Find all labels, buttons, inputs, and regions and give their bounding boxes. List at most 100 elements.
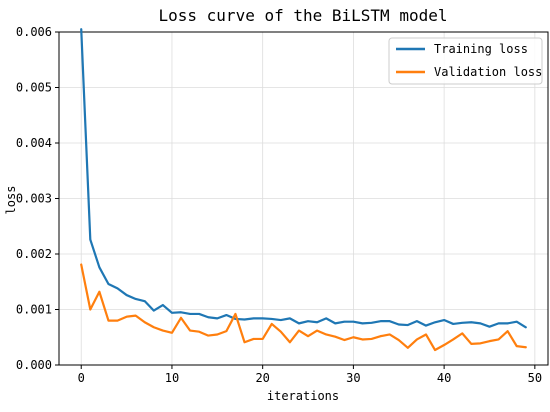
- y-tick-label: 0.002: [16, 247, 52, 261]
- data-point-validation-loss: [416, 338, 418, 341]
- legend-label-validation-loss: Validation loss: [434, 65, 542, 79]
- legend: Training loss Validation loss: [388, 37, 543, 85]
- y-tick-label: 0.001: [16, 303, 52, 317]
- data-point-validation-loss: [443, 344, 445, 346]
- data-point-training-loss: [80, 28, 82, 30]
- data-point-validation-loss: [216, 333, 218, 336]
- data-point-training-loss: [416, 320, 418, 322]
- data-point-training-loss: [425, 324, 427, 327]
- data-point-training-loss: [107, 283, 110, 285]
- data-point-training-loss: [180, 311, 182, 313]
- chart-title: Loss curve of the BiLSTM model: [159, 6, 448, 25]
- data-point-validation-loss: [497, 338, 500, 341]
- data-point-training-loss: [380, 320, 382, 322]
- data-point-validation-loss: [516, 345, 518, 347]
- data-point-training-loss: [98, 266, 100, 268]
- data-point-validation-loss: [234, 313, 237, 315]
- data-point-validation-loss: [298, 329, 300, 332]
- data-point-validation-loss: [189, 329, 191, 332]
- data-point-training-loss: [225, 314, 227, 316]
- data-point-validation-loss: [80, 263, 82, 266]
- series-layer: [80, 28, 527, 352]
- data-point-training-loss: [497, 322, 500, 324]
- data-point-training-loss: [289, 317, 291, 319]
- x-tick-label: 20: [255, 371, 269, 385]
- data-point-validation-loss: [343, 339, 345, 341]
- legend-label-training-loss: Training loss: [434, 42, 528, 56]
- data-point-validation-loss: [144, 321, 146, 323]
- data-point-training-loss: [443, 319, 445, 321]
- data-point-training-loss: [479, 322, 482, 324]
- data-point-validation-loss: [162, 329, 164, 332]
- data-point-validation-loss: [135, 315, 137, 317]
- data-point-validation-loss: [180, 317, 182, 319]
- tick-layer: 0 10 20 30 40 50 0.000 0.001 0.002 0.003 0.004 0.00…: [16, 25, 542, 385]
- data-point-training-loss: [280, 319, 282, 321]
- data-point-validation-loss: [207, 334, 209, 337]
- data-point-training-loss: [89, 238, 91, 241]
- data-point-validation-loss: [461, 332, 463, 334]
- data-point-training-loss: [253, 317, 255, 319]
- data-point-training-loss: [189, 313, 191, 315]
- data-point-validation-loss: [116, 320, 119, 322]
- x-axis-label: iterations: [267, 389, 339, 403]
- series-line-validation-loss: [80, 263, 527, 352]
- data-point-validation-loss: [280, 331, 282, 333]
- data-point-validation-loss: [98, 291, 100, 293]
- data-point-training-loss: [470, 321, 472, 323]
- data-point-validation-loss: [370, 338, 373, 340]
- data-point-validation-loss: [325, 333, 327, 336]
- data-point-validation-loss: [334, 336, 336, 338]
- y-tick-label: 0.006: [16, 25, 52, 39]
- y-tick-label: 0.003: [16, 192, 52, 206]
- data-point-training-loss: [370, 322, 373, 324]
- data-point-validation-loss: [507, 330, 509, 332]
- y-tick-label: 0.005: [16, 81, 52, 95]
- data-point-validation-loss: [361, 338, 364, 341]
- data-point-validation-loss: [171, 332, 173, 334]
- data-point-training-loss: [389, 320, 391, 322]
- data-point-validation-loss: [225, 330, 227, 332]
- data-point-training-loss: [271, 318, 273, 320]
- data-point-validation-loss: [352, 336, 354, 338]
- data-point-training-loss: [325, 317, 327, 319]
- data-point-validation-loss: [153, 326, 155, 328]
- data-point-training-loss: [125, 294, 128, 296]
- data-point-training-loss: [316, 321, 318, 323]
- data-point-training-loss: [207, 316, 209, 318]
- data-point-validation-loss: [316, 329, 318, 332]
- data-point-training-loss: [144, 300, 146, 302]
- data-point-training-loss: [234, 318, 237, 320]
- x-tick-label: 10: [165, 371, 179, 385]
- data-point-validation-loss: [407, 347, 409, 349]
- data-point-validation-loss: [125, 316, 128, 318]
- x-tick-label: 30: [346, 371, 360, 385]
- data-point-validation-loss: [307, 335, 309, 337]
- data-point-training-loss: [488, 326, 491, 328]
- data-point-training-loss: [307, 320, 309, 322]
- data-point-validation-loss: [398, 339, 400, 341]
- y-tick-label: 0.000: [16, 358, 52, 372]
- data-point-training-loss: [352, 321, 354, 323]
- legend-box: [388, 37, 543, 85]
- data-point-training-loss: [361, 322, 364, 324]
- data-point-validation-loss: [389, 333, 391, 336]
- data-point-training-loss: [171, 312, 173, 314]
- data-point-validation-loss: [452, 338, 454, 341]
- data-point-training-loss: [153, 310, 155, 312]
- data-point-training-loss: [262, 317, 264, 319]
- data-point-validation-loss: [253, 338, 255, 340]
- data-point-training-loss: [461, 322, 463, 324]
- data-point-training-loss: [116, 287, 119, 290]
- data-point-validation-loss: [198, 331, 200, 333]
- data-point-validation-loss: [271, 323, 273, 325]
- data-point-training-loss: [407, 324, 409, 326]
- data-point-training-loss: [135, 298, 137, 300]
- data-point-training-loss: [507, 322, 509, 324]
- data-point-training-loss: [334, 322, 336, 324]
- data-point-validation-loss: [262, 338, 264, 340]
- data-point-validation-loss: [470, 343, 472, 345]
- data-point-validation-loss: [107, 320, 110, 322]
- data-point-validation-loss: [479, 342, 482, 344]
